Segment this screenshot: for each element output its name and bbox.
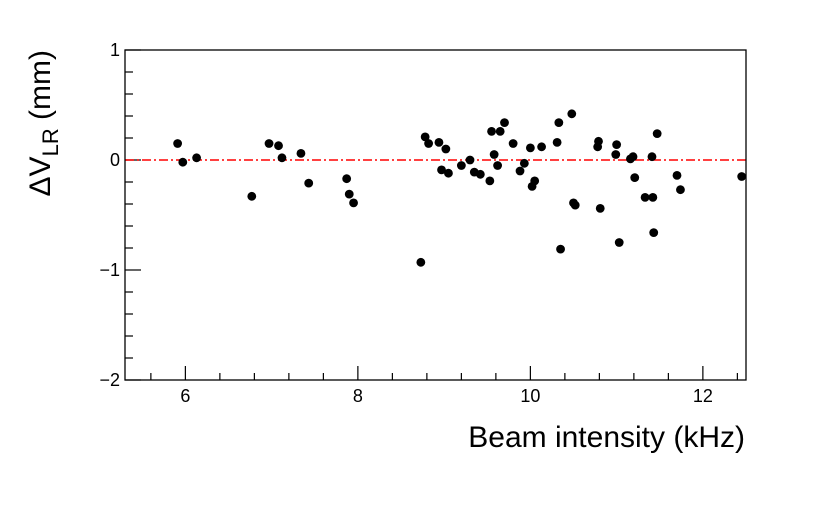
data-point (614, 238, 624, 247)
data-point (437, 165, 446, 175)
data-point (495, 126, 505, 136)
y-axis-title-unit: (mm) (24, 50, 57, 128)
data-point (487, 126, 496, 136)
data-point (595, 204, 605, 213)
data-point (434, 138, 444, 147)
data-point (465, 155, 475, 165)
data-point (611, 150, 621, 159)
y-axis-title: ΔVLR (mm) (24, 50, 63, 196)
data-point (649, 228, 659, 238)
data-point (304, 178, 314, 188)
data-point (640, 193, 650, 202)
data-point (630, 173, 640, 183)
data-point (349, 198, 358, 208)
data-point (192, 153, 201, 163)
plot-frame (124, 49, 747, 381)
data-point (508, 139, 518, 148)
data-point (652, 129, 662, 139)
data-point (676, 185, 685, 195)
data-point (441, 144, 451, 154)
data-point (500, 118, 509, 127)
x-tick-label: 8 (353, 386, 363, 406)
tick-labels: 6 8 10 12 −2 −1 0 1 (99, 40, 712, 406)
data-point (456, 161, 466, 170)
data-point (424, 139, 433, 148)
data-point (612, 140, 622, 150)
x-tick-label: 12 (693, 386, 713, 406)
y-axis-title-subscript: LR (38, 128, 63, 156)
x-axis-title: Beam intensity (kHz) (468, 421, 745, 454)
data-point (672, 171, 682, 180)
data-point (475, 169, 485, 179)
data-point (628, 152, 638, 162)
data-point (493, 161, 502, 170)
data-point (247, 191, 257, 201)
data-point (515, 166, 525, 176)
data-point (737, 172, 747, 181)
data-point (296, 149, 306, 158)
x-tick-label: 6 (180, 386, 190, 406)
data-point (537, 142, 546, 152)
x-tick-label: 10 (520, 386, 540, 406)
data-point (264, 139, 274, 148)
data-point (567, 109, 577, 119)
data-point (594, 136, 603, 146)
data-point (274, 141, 283, 151)
data-point (530, 176, 540, 186)
data-point (489, 150, 499, 159)
y-tick-label: 1 (110, 40, 120, 60)
y-tick-label: 0 (110, 150, 120, 170)
data-point (444, 168, 453, 178)
y-axis-title-main: ΔV (24, 156, 57, 196)
data-point (570, 200, 580, 210)
data-point (416, 257, 426, 267)
data-point (556, 244, 565, 254)
data-point (178, 157, 188, 167)
data-point (485, 176, 495, 186)
data-point (342, 174, 352, 184)
data-point (173, 139, 183, 148)
data-points (173, 109, 747, 267)
data-point (554, 118, 564, 127)
data-point (277, 153, 287, 163)
data-point (647, 152, 657, 162)
data-point (648, 193, 658, 202)
data-point (525, 143, 535, 153)
data-point (552, 138, 562, 147)
y-tick-label: −2 (99, 370, 120, 390)
data-point (344, 189, 354, 199)
data-point (420, 132, 430, 142)
data-point (519, 158, 529, 168)
axis-ticks (125, 49, 738, 381)
y-tick-label: −1 (99, 260, 120, 280)
